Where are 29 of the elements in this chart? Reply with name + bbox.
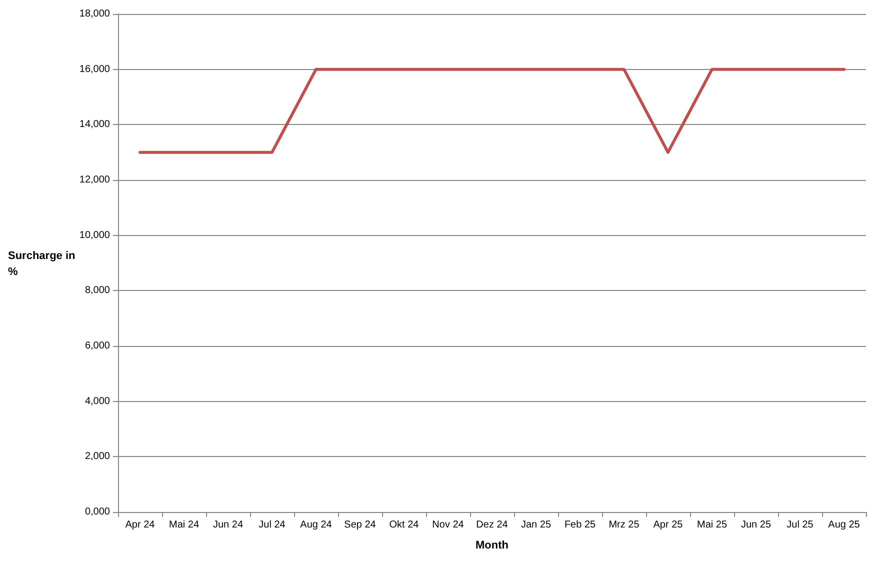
y-tick-label: 16,000	[79, 64, 110, 75]
y-tick-label: 6,000	[84, 340, 110, 352]
x-tick-label: Mai 25	[696, 520, 728, 530]
x-tick-label: Sep 24	[344, 520, 376, 530]
y-tick-label: 2,000	[84, 451, 110, 462]
y-tick-label: 0,000	[84, 506, 110, 518]
y-tick-label: 14,000	[79, 119, 110, 130]
x-tick-label: Aug 24	[300, 520, 332, 530]
x-tick-label: Feb 25	[564, 520, 596, 530]
x-tick-label: Aug 25	[828, 520, 860, 530]
x-tick-label: Jun 25	[740, 520, 772, 530]
y-tick-label: 18,000	[79, 8, 110, 20]
x-tick-label: Jun 24	[212, 520, 244, 530]
x-axis-title: Month	[476, 540, 509, 552]
x-tick-label: Jan 25	[520, 520, 552, 530]
y-tick-label: 8,000	[84, 285, 110, 296]
x-tick-label: Dez 24	[476, 520, 508, 530]
x-tick-label: Apr 25	[653, 520, 684, 530]
x-tick-label: Mai 24	[168, 520, 200, 530]
y-tick-label: 12,000	[79, 174, 110, 186]
y-tick-label: 4,000	[84, 396, 110, 407]
x-tick-label: Okt 24	[389, 520, 420, 530]
x-tick-label: Jul 25	[786, 520, 814, 530]
x-tick-label: Mrz 25	[608, 520, 640, 530]
y-axis-title: Surcharge in %	[8, 250, 78, 278]
x-tick-label: Apr 24	[125, 520, 156, 530]
x-tick-label: Jul 24	[258, 520, 286, 530]
x-tick-label: Nov 24	[432, 520, 464, 530]
y-tick-label: 10,000	[79, 230, 110, 241]
